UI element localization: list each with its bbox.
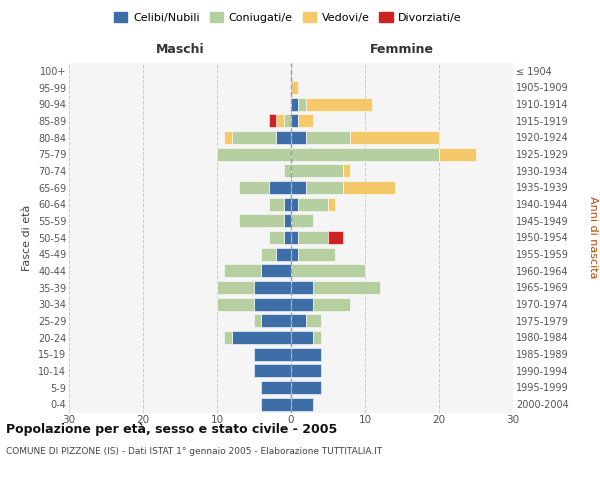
Bar [306,98,373,110]
Text: Maschi: Maschi [155,43,205,56]
Bar [291,231,298,244]
Bar [284,114,291,128]
Bar [291,398,313,410]
Bar [232,331,291,344]
Text: COMUNE DI PIZZONE (IS) - Dati ISTAT 1° gennaio 2005 - Elaborazione TUTTITALIA.IT: COMUNE DI PIZZONE (IS) - Dati ISTAT 1° g… [6,448,382,456]
Bar [224,131,232,144]
Text: Femmine: Femmine [370,43,434,56]
Bar [269,198,284,210]
Bar [328,231,343,244]
Bar [298,231,328,244]
Bar [232,131,276,144]
Bar [239,181,269,194]
Bar [291,348,320,360]
Bar [313,281,380,294]
Bar [291,198,298,210]
Y-axis label: Fasce di età: Fasce di età [22,204,32,270]
Bar [254,314,262,328]
Legend: Celibi/Nubili, Coniugati/e, Vedovi/e, Divorziati/e: Celibi/Nubili, Coniugati/e, Vedovi/e, Di… [110,8,466,28]
Bar [276,131,291,144]
Bar [224,331,232,344]
Bar [439,148,476,160]
Bar [291,114,298,128]
Bar [313,331,320,344]
Bar [313,298,350,310]
Y-axis label: Anni di nascita: Anni di nascita [588,196,598,278]
Bar [291,314,306,328]
Bar [291,181,306,194]
Bar [291,364,320,378]
Bar [262,248,276,260]
Bar [291,264,365,278]
Bar [284,198,291,210]
Bar [291,298,313,310]
Bar [276,248,291,260]
Bar [291,214,313,228]
Bar [291,331,313,344]
Bar [254,364,291,378]
Text: Popolazione per età, sesso e stato civile - 2005: Popolazione per età, sesso e stato civil… [6,422,337,436]
Bar [254,298,291,310]
Bar [306,131,350,144]
Bar [254,281,291,294]
Bar [224,264,262,278]
Bar [269,231,284,244]
Bar [328,198,335,210]
Bar [291,131,306,144]
Bar [284,164,291,177]
Bar [291,81,298,94]
Bar [217,281,254,294]
Bar [343,164,350,177]
Bar [306,181,343,194]
Bar [239,214,284,228]
Bar [291,248,298,260]
Bar [262,264,291,278]
Bar [298,198,328,210]
Bar [343,181,395,194]
Bar [262,381,291,394]
Bar [298,98,306,110]
Bar [306,314,320,328]
Bar [291,381,320,394]
Bar [284,231,291,244]
Bar [291,281,313,294]
Bar [269,181,291,194]
Bar [217,148,291,160]
Bar [291,98,298,110]
Bar [262,314,291,328]
Bar [269,114,276,128]
Bar [254,348,291,360]
Bar [284,214,291,228]
Bar [291,164,343,177]
Bar [350,131,439,144]
Bar [298,114,313,128]
Bar [217,298,254,310]
Bar [298,248,335,260]
Bar [291,148,439,160]
Bar [276,114,284,128]
Bar [262,398,291,410]
